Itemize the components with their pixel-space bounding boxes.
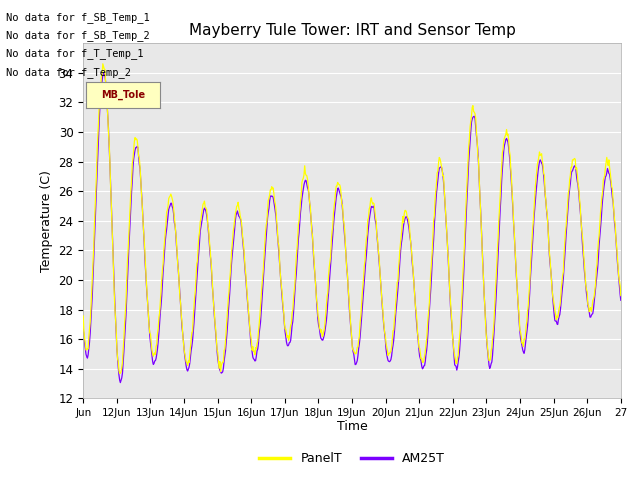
Legend: PanelT, AM25T: PanelT, AM25T xyxy=(254,447,450,470)
X-axis label: Time: Time xyxy=(337,420,367,432)
Title: Mayberry Tule Tower: IRT and Sensor Temp: Mayberry Tule Tower: IRT and Sensor Temp xyxy=(189,23,515,38)
Text: No data for f_T_Temp_1: No data for f_T_Temp_1 xyxy=(6,48,144,60)
Text: No data for f_SB_Temp_2: No data for f_SB_Temp_2 xyxy=(6,30,150,41)
Text: MB_Tole: MB_Tole xyxy=(101,90,145,100)
Text: No data for f_SB_Temp_1: No data for f_SB_Temp_1 xyxy=(6,12,150,23)
Text: No data for f_Temp_2: No data for f_Temp_2 xyxy=(6,67,131,78)
Y-axis label: Temperature (C): Temperature (C) xyxy=(40,170,53,272)
